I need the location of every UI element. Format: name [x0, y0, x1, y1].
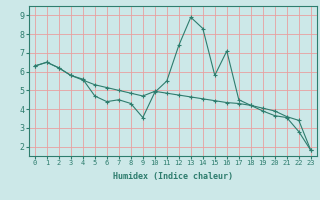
X-axis label: Humidex (Indice chaleur): Humidex (Indice chaleur)	[113, 172, 233, 181]
